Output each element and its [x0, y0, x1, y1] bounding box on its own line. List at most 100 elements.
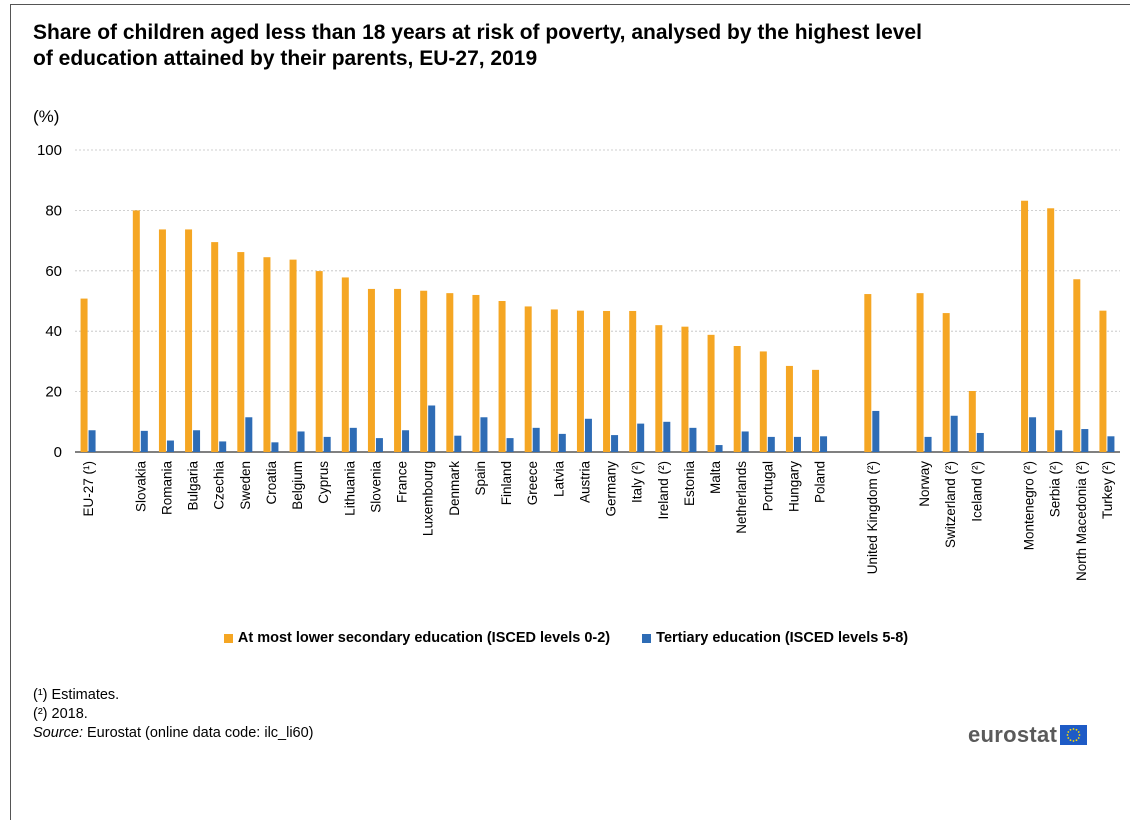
eu-flag-star: [1075, 728, 1078, 731]
x-tick-label: Slovakia: [133, 461, 148, 513]
x-tick-label: EU-27 (¹): [81, 461, 96, 517]
bar-tertiary: [584, 418, 592, 452]
eu-flag-star: [1077, 737, 1080, 739]
bar-lower-secondary: [733, 345, 741, 452]
eu-flag-star: [1069, 739, 1072, 742]
bar-tertiary: [349, 427, 357, 452]
bar-lower-secondary: [341, 277, 349, 452]
x-tick-label: Belgium: [290, 461, 305, 510]
bar-tertiary: [245, 417, 253, 452]
bar-tertiary: [375, 438, 383, 452]
x-tick-label: France: [395, 461, 410, 503]
bar-tertiary: [558, 433, 566, 452]
bar-lower-secondary: [942, 313, 950, 452]
x-tick-label: Ireland (²): [656, 461, 671, 520]
bar-tertiary: [1029, 417, 1037, 452]
bar-lower-secondary: [759, 351, 767, 452]
x-tick-label: Lithuania: [342, 461, 357, 516]
eu-flag-star: [1069, 728, 1072, 731]
y-axis-ticks: 0 20 40 60 80 100: [37, 142, 62, 461]
x-tick-label: Montenegro (²): [1022, 461, 1037, 550]
bar-lower-secondary: [629, 310, 637, 452]
eu-flag-star: [1072, 740, 1075, 742]
eu-flag-icon: [1060, 725, 1088, 745]
bar-lower-secondary: [681, 326, 689, 452]
bar-tertiary: [1081, 429, 1089, 452]
source-label: Source:: [33, 725, 83, 741]
bars: [80, 200, 1115, 452]
bar-lower-secondary: [394, 288, 402, 452]
bar-tertiary: [689, 427, 697, 452]
y-tick-label: 40: [45, 323, 62, 340]
x-tick-label: North Macedonia (²): [1074, 461, 1089, 581]
legend-item-tertiary: Tertiary education (ISCED levels 5-8): [642, 630, 908, 646]
bar-tertiary: [532, 427, 540, 452]
x-tick-label: Spain: [473, 461, 488, 496]
x-tick-label: Norway: [917, 461, 932, 507]
bar-tertiary: [872, 410, 880, 452]
y-tick-label: 20: [45, 384, 62, 401]
bar-tertiary: [741, 431, 749, 452]
bar-tertiary: [402, 430, 410, 452]
bar-tertiary: [924, 436, 932, 452]
bar-tertiary: [88, 430, 96, 452]
x-tick-label: Iceland (²): [969, 461, 984, 522]
bar-lower-secondary: [1073, 279, 1081, 452]
bar-tertiary: [950, 415, 958, 452]
bar-tertiary: [715, 445, 723, 452]
y-tick-label: 60: [45, 263, 62, 280]
eu-flag-star: [1067, 731, 1070, 733]
bar-lower-secondary: [707, 334, 715, 452]
bar-tertiary: [219, 441, 227, 452]
gridlines: [75, 149, 1120, 453]
bar-lower-secondary: [498, 301, 506, 452]
bar-lower-secondary: [211, 242, 219, 452]
bar-lower-secondary: [315, 271, 323, 452]
legend-item-lower-secondary: At most lower secondary education (ISCED…: [223, 630, 610, 646]
footnotes: (¹) Estimates. (²) 2018. Source: Eurosta…: [33, 686, 314, 743]
x-tick-label: Denmark: [447, 461, 462, 516]
bar-lower-secondary: [785, 365, 793, 452]
y-tick-label: 100: [37, 142, 62, 159]
bar-lower-secondary: [550, 309, 558, 452]
x-tick-label: Latvia: [551, 461, 566, 498]
legend: At most lower secondary education (ISCED…: [0, 630, 1132, 647]
legend-swatch-tertiary: [642, 633, 652, 643]
bar-tertiary: [166, 440, 174, 452]
bar-tertiary: [480, 417, 488, 452]
bar-lower-secondary: [603, 310, 611, 452]
bar-lower-secondary: [812, 369, 820, 452]
x-tick-label: Italy (²): [630, 461, 645, 503]
bar-lower-secondary: [263, 257, 271, 452]
eu-flag-star: [1075, 739, 1078, 742]
bar-lower-secondary: [80, 298, 88, 452]
x-tick-label: Portugal: [760, 461, 775, 511]
bar-tertiary: [976, 432, 984, 452]
bar-tertiary: [193, 430, 201, 452]
bar-chart: 0 20 40 60 80 100 EU-27 (¹) Slovakia Romania Bul…: [37, 142, 1120, 581]
x-tick-label: Greece: [525, 461, 540, 505]
eu-flag-star: [1066, 734, 1069, 736]
bar-tertiary: [506, 438, 514, 452]
bar-lower-secondary: [289, 259, 297, 452]
bar-tertiary: [1055, 430, 1063, 452]
bar-lower-secondary: [237, 252, 245, 452]
x-tick-label: Germany: [604, 461, 619, 517]
x-tick-label: Malta: [708, 461, 723, 495]
bar-tertiary: [271, 442, 279, 452]
x-tick-label: Switzerland (²): [943, 461, 958, 548]
chart-frame: [10, 4, 1130, 820]
x-tick-label: Croatia: [264, 461, 279, 505]
x-tick-label: Bulgaria: [186, 461, 201, 511]
bar-tertiary: [428, 405, 436, 452]
eu-flag-star: [1067, 737, 1070, 739]
bar-tertiary: [323, 436, 331, 452]
legend-swatch-lower-secondary: [223, 633, 233, 643]
bar-lower-secondary: [367, 288, 375, 452]
bar-tertiary: [637, 423, 645, 452]
y-axis-unit: (%): [33, 107, 60, 126]
x-tick-label: Estonia: [682, 461, 697, 507]
bar-lower-secondary: [1021, 200, 1029, 452]
bar-tertiary: [793, 436, 801, 452]
bar-lower-secondary: [420, 290, 428, 452]
